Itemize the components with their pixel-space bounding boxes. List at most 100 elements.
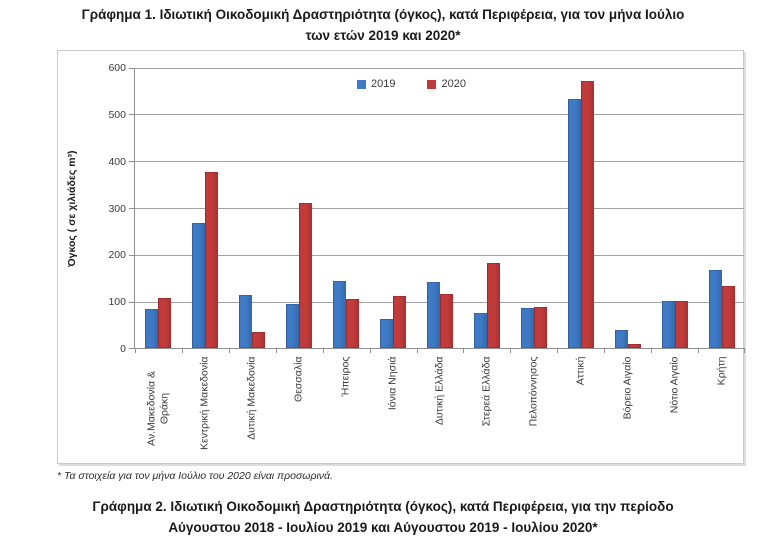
- x-axis-tick: [698, 348, 700, 353]
- x-axis-tick: [510, 348, 512, 353]
- x-axis-label-text: Αν.Μακεδονία & Θράκη: [145, 370, 171, 446]
- x-axis-label: Δυτική Μακεδονία: [229, 353, 276, 465]
- x-axis-label: Αν.Μακεδονία & Θράκη: [135, 353, 182, 465]
- x-axis-label-text: Δυτική Ελλάδα: [433, 356, 446, 425]
- x-axis-label-text: Κεντρική Μακεδονία: [199, 356, 212, 450]
- legend-label-2020: 2020: [441, 78, 466, 90]
- y-axis-tick: [129, 254, 134, 256]
- x-axis-label: Δυτική Ελλάδα: [417, 353, 464, 465]
- chart1-title-line2: των ετών 2019 και 2020*: [305, 28, 461, 43]
- legend-item-2020: 2020: [427, 78, 466, 90]
- bar-2020-Νότιο Αιγαίο: [674, 301, 688, 348]
- bar-2020-Βόρειο Αιγαίο: [627, 343, 641, 348]
- x-axis-tick: [651, 348, 653, 353]
- y-axis-title: Όγκος ( σε χιλιάδες m³): [66, 150, 78, 267]
- chart2-title-line2: Αύγουστου 2018 - Ιουλίου 2019 και Αύγουσ…: [168, 520, 598, 535]
- x-axis-label: Κεντρική Μακεδονία: [182, 353, 229, 465]
- gridline: [135, 67, 744, 69]
- footnote: * Τα στοιχεία για τον μήνα Ιούλιο του 20…: [57, 470, 333, 482]
- x-axis-label: Ήπειρος: [323, 353, 370, 465]
- bar-2019-Νότιο Αιγαίο: [661, 301, 675, 348]
- x-axis-tick: [557, 348, 559, 353]
- bar-2019-Θεσσαλία: [286, 303, 300, 348]
- legend-item-2019: 2019: [357, 78, 395, 90]
- bar-2019-Δυτική Ελλάδα: [427, 282, 440, 348]
- bar-2020-Στερεά Ελλάδα: [486, 262, 500, 348]
- bar-2019-Δυτική Μακεδονία: [239, 295, 253, 348]
- bar-2020-Θεσσαλία: [299, 202, 313, 348]
- chart2-title-line1: Γράφημα 2. Ιδιωτική Οικοδομική Δραστηριό…: [92, 499, 674, 514]
- bar-2020-Αττική: [580, 81, 594, 348]
- x-axis-tick: [463, 348, 465, 353]
- x-axis-label: Στερεά Ελλάδα: [463, 353, 510, 465]
- y-tick-label: 0: [120, 343, 126, 355]
- x-axis-label: Πελοπόννησος: [510, 353, 557, 465]
- x-axis-label: Αττική: [557, 353, 604, 465]
- x-axis-tick: [135, 348, 136, 353]
- gridline: [135, 161, 744, 163]
- y-tick-label: 200: [108, 249, 126, 262]
- y-tick-label: 500: [108, 108, 126, 121]
- x-axis-label-text: Πελοπόννησος: [527, 356, 540, 426]
- bar-2019-Στερεά Ελλάδα: [473, 312, 487, 348]
- bar-2019-Αν.Μακεδονία & Θράκη: [145, 308, 159, 348]
- y-axis-tick: [129, 161, 134, 163]
- y-axis-tick: [129, 114, 134, 116]
- x-axis-label-text: Αττική: [574, 356, 587, 385]
- x-axis-tick: [369, 348, 371, 353]
- bar-2020-Ιόνια Νησιά: [393, 295, 407, 348]
- y-tick-label: 400: [108, 155, 126, 168]
- bar-2020-Δυτική Μακεδονία: [252, 332, 266, 348]
- bar-2019-Ήπειρος: [333, 281, 347, 348]
- y-tick-label: 300: [108, 202, 126, 215]
- y-tick-label: 100: [108, 296, 126, 309]
- bar-2019-Πελοπόννησος: [520, 308, 534, 348]
- x-axis-label: Θεσσαλία: [276, 353, 323, 465]
- x-axis-tick: [275, 348, 277, 353]
- bar-2020-Κεντρική Μακεδονία: [205, 172, 219, 348]
- bar-2020-Πελοπόννησος: [533, 307, 547, 348]
- x-axis-label-text: Θεσσαλία: [292, 356, 305, 402]
- x-axis-label-text: Ήπειρος: [339, 356, 352, 396]
- bar-2019-Αττική: [567, 98, 581, 348]
- y-axis-tick: [129, 348, 134, 349]
- bar-2020-Ήπειρος: [346, 298, 360, 348]
- y-axis-tick: [129, 301, 134, 303]
- x-axis-label: Νότιο Αιγαίο: [651, 353, 698, 465]
- legend: 2019 2020: [357, 78, 466, 90]
- bar-2020-Κρήτη: [721, 286, 735, 348]
- x-axis-tick: [322, 348, 324, 353]
- chart1-title-line1: Γράφημα 1. Ιδιωτική Οικοδομική Δραστηριό…: [81, 7, 685, 22]
- y-tick-label: 600: [108, 62, 126, 74]
- x-axis-label-text: Δυτική Μακεδονία: [246, 356, 259, 440]
- x-axis-label: Ιόνια Νησιά: [370, 353, 417, 465]
- bar-2020-Αν.Μακεδονία & Θράκη: [158, 297, 172, 348]
- bar-2019-Κρήτη: [708, 270, 722, 348]
- bar-2019-Βόρειο Αιγαίο: [614, 329, 628, 348]
- gridline: [135, 114, 744, 116]
- x-axis-label-text: Ιόνια Νησιά: [386, 356, 399, 410]
- x-axis-tick: [181, 348, 183, 353]
- gridline: [135, 208, 744, 209]
- gridline: [135, 254, 744, 256]
- chart2-title: Γράφημα 2. Ιδιωτική Οικοδομική Δραστηριό…: [0, 496, 766, 538]
- y-axis-tick: [129, 208, 134, 209]
- x-axis-tick: [744, 348, 745, 353]
- x-axis-label-text: Κρήτη: [715, 356, 728, 385]
- y-axis-tick: [129, 67, 134, 69]
- x-axis-label: Βόρειο Αιγαίο: [604, 353, 651, 465]
- legend-swatch-2019: [357, 79, 366, 89]
- bar-2020-Δυτική Ελλάδα: [440, 293, 453, 348]
- x-axis-tick: [228, 348, 230, 353]
- x-axis-tick: [604, 348, 606, 353]
- plot-area: 2019 2020 0 100 200 300 400 500 600 Αν.Μακεδονία…: [108, 62, 745, 449]
- legend-label-2019: 2019: [371, 78, 396, 90]
- x-axis-label-text: Στερεά Ελλάδα: [480, 356, 493, 426]
- x-axis-label-text: Νότιο Αιγαίο: [668, 356, 681, 413]
- x-axis-tick: [416, 348, 418, 353]
- x-axis-label: Κρήτη: [698, 353, 745, 465]
- x-axis-label-text: Βόρειο Αιγαίο: [621, 356, 634, 419]
- chart1-title: Γράφημα 1. Ιδιωτική Οικοδομική Δραστηριό…: [0, 4, 766, 46]
- bar-2019-Ιόνια Νησιά: [380, 318, 394, 348]
